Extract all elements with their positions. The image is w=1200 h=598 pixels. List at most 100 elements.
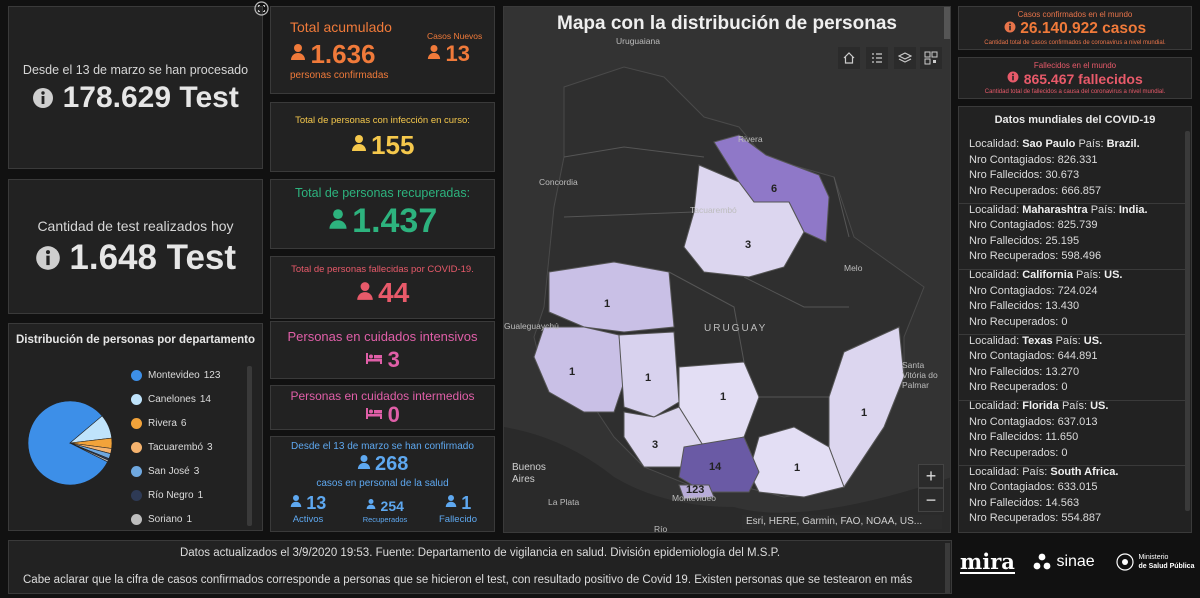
- legend-value: 1: [186, 514, 193, 526]
- layers-icon[interactable]: [894, 47, 916, 69]
- intensive-care-panel: Personas en cuidados intensivos 3: [270, 321, 495, 379]
- legend-label: Río Negro: [148, 490, 194, 502]
- dept-count-maldonado[interactable]: 1: [794, 462, 801, 474]
- legend-label: Soriano: [148, 514, 183, 526]
- dept-count-sanjose[interactable]: 3: [652, 439, 659, 451]
- tests-today-label: Cantidad de test realizados hoy: [37, 218, 234, 234]
- world-infected: 724.024: [1057, 284, 1098, 297]
- total-accumulated-label: Total acumulado: [290, 19, 392, 35]
- pie-slice[interactable]: [69, 442, 109, 463]
- distribution-title: Distribución de personas por departament…: [16, 334, 255, 346]
- world-entry[interactable]: Localidad: California País: US. Nro Conta…: [959, 262, 1185, 335]
- world-data-title: Datos mundiales del COVID-19: [994, 114, 1156, 126]
- legend-list-icon[interactable]: [866, 47, 888, 69]
- active-cases-value: 155: [371, 130, 415, 160]
- footer-scrollbar[interactable]: [945, 543, 950, 593]
- zoom-out-button[interactable]: −: [918, 488, 944, 512]
- world-entry[interactable]: Localidad: Florida País: US. Nro Contagia…: [959, 393, 1185, 466]
- active-cases-panel: Total de personas con infección en curso…: [270, 102, 495, 172]
- legend-item[interactable]: Río Negro 1: [131, 490, 203, 510]
- dept-count-rocha[interactable]: 1: [861, 407, 868, 419]
- world-entry[interactable]: Localidad: Texas País: US. Nro Contagiado…: [959, 328, 1185, 401]
- world-recovered: 554.887: [1061, 512, 1102, 524]
- legend-swatch: [131, 490, 142, 501]
- legend-label: San José: [148, 466, 190, 478]
- deceased-panel: Total de personas fallecidas por COVID-1…: [270, 256, 495, 319]
- dept-count-florida[interactable]: 1: [720, 391, 727, 403]
- bed-icon: [365, 351, 383, 370]
- world-country: Brazil.: [1106, 138, 1140, 150]
- total-accumulated-panel: Total acumulado 1.636 personas confirmad…: [270, 6, 495, 94]
- map-scrollbar[interactable]: [944, 7, 950, 39]
- world-cases-sub: Cantidad total de casos confirmados de c…: [984, 40, 1166, 46]
- total-accumulated-value: 1.636: [310, 39, 376, 69]
- expand-icon[interactable]: [254, 1, 269, 16]
- dept-count-canelones[interactable]: 14: [709, 461, 722, 473]
- world-recovered: 0: [1061, 381, 1068, 393]
- world-deaths: 25.195: [1045, 234, 1080, 247]
- sinae-logo: sinae: [1032, 552, 1095, 572]
- dept-count-soriano[interactable]: 1: [569, 366, 576, 378]
- active-cases-label: Total de personas con infección en curso…: [295, 115, 470, 126]
- legend-item[interactable]: Canelones 14: [131, 394, 211, 414]
- tests-total-panel: Desde el 13 de marzo se han procesado 17…: [8, 6, 263, 169]
- world-data-scrollbar[interactable]: [1185, 131, 1190, 511]
- person-icon: [290, 43, 306, 66]
- deceased-label: Total de personas fallecidas por COVID-1…: [291, 264, 474, 275]
- legend-item[interactable]: San José 3: [131, 466, 199, 486]
- legend-swatch: [131, 466, 142, 477]
- legend-item[interactable]: Montevideo 123: [131, 370, 220, 390]
- map-title: Mapa con la distribución de personas: [557, 13, 897, 34]
- bed-icon: [365, 406, 383, 425]
- legend-swatch: [131, 418, 142, 429]
- world-data-panel: Datos mundiales del COVID-19 Localidad: …: [958, 106, 1192, 533]
- world-entry[interactable]: Localidad: Maharashtra País: India. Nro C…: [959, 197, 1185, 270]
- world-deaths-panel: Fallecidos en el mundo 865.467 fallecido…: [958, 57, 1192, 99]
- world-deaths-value: 865.467 fallecidos: [1023, 71, 1143, 87]
- person-icon: [328, 208, 348, 235]
- map-label-rio: Río: [654, 524, 668, 533]
- home-icon[interactable]: [838, 47, 860, 69]
- map-attribution[interactable]: Esri, HERE, Garmin, FAO, NOAA, US...: [742, 515, 942, 529]
- legend-item[interactable]: Tacuarembó 3: [131, 442, 213, 462]
- total-accumulated-sub: personas confirmadas: [290, 70, 389, 81]
- world-data-list[interactable]: Localidad: Sao Paulo País: Brazil. Nro Co…: [959, 131, 1187, 531]
- map-panel: Mapa con la distribución de personas Uru…: [503, 6, 951, 533]
- legend-value: 6: [180, 418, 187, 430]
- health-staff-recovered: 254 Recuperados: [362, 497, 408, 525]
- world-deaths: 30.673: [1045, 169, 1080, 181]
- info-icon: [1004, 20, 1016, 38]
- qr-icon[interactable]: [920, 47, 942, 69]
- world-locality: Florida: [1022, 400, 1059, 412]
- health-staff-deceased: 1 Fallecido: [438, 493, 478, 525]
- dept-count-tacuarembo[interactable]: 3: [745, 239, 752, 251]
- dept-count-flores[interactable]: 1: [645, 372, 652, 384]
- mira-logo: mira: [960, 549, 1015, 574]
- dept-count-montevideo[interactable]: 123: [686, 484, 705, 496]
- pie-slice[interactable]: [27, 400, 108, 486]
- world-locality: Sao Paulo: [1022, 138, 1076, 150]
- legend-item[interactable]: Rivera 6: [131, 418, 186, 438]
- legend-value: 1: [197, 490, 204, 502]
- map-canvas[interactable]: [504, 7, 951, 533]
- world-entry[interactable]: Localidad: Sao Paulo País: Brazil. Nro Co…: [959, 131, 1185, 204]
- world-infected: 637.013: [1057, 415, 1098, 428]
- zoom-in-button[interactable]: +: [918, 464, 944, 488]
- distribution-pie-chart[interactable]: [25, 398, 115, 488]
- legend-item[interactable]: Soriano 1: [131, 514, 193, 530]
- world-entry[interactable]: Localidad: País: South Africa. Nro Contag…: [959, 459, 1185, 531]
- msp-logo: Ministerio de Salud Pública: [1116, 552, 1194, 572]
- legend-swatch: [131, 514, 142, 525]
- health-staff-active: 13 Activos: [287, 493, 329, 525]
- world-deaths: 13.270: [1045, 365, 1080, 378]
- footer-update-text: Datos actualizados el 3/9/2020 19:53. Fu…: [179, 547, 781, 559]
- dept-count-rivera[interactable]: 6: [771, 183, 778, 195]
- world-infected: 633.015: [1057, 481, 1098, 493]
- world-deaths: 14.563: [1045, 496, 1080, 509]
- person-icon: [366, 497, 376, 515]
- person-icon: [351, 134, 367, 157]
- dept-count-paysandu[interactable]: 1: [604, 298, 611, 310]
- person-icon: [427, 44, 441, 65]
- world-country: US.: [1104, 269, 1123, 281]
- legend-scrollbar[interactable]: [247, 366, 252, 526]
